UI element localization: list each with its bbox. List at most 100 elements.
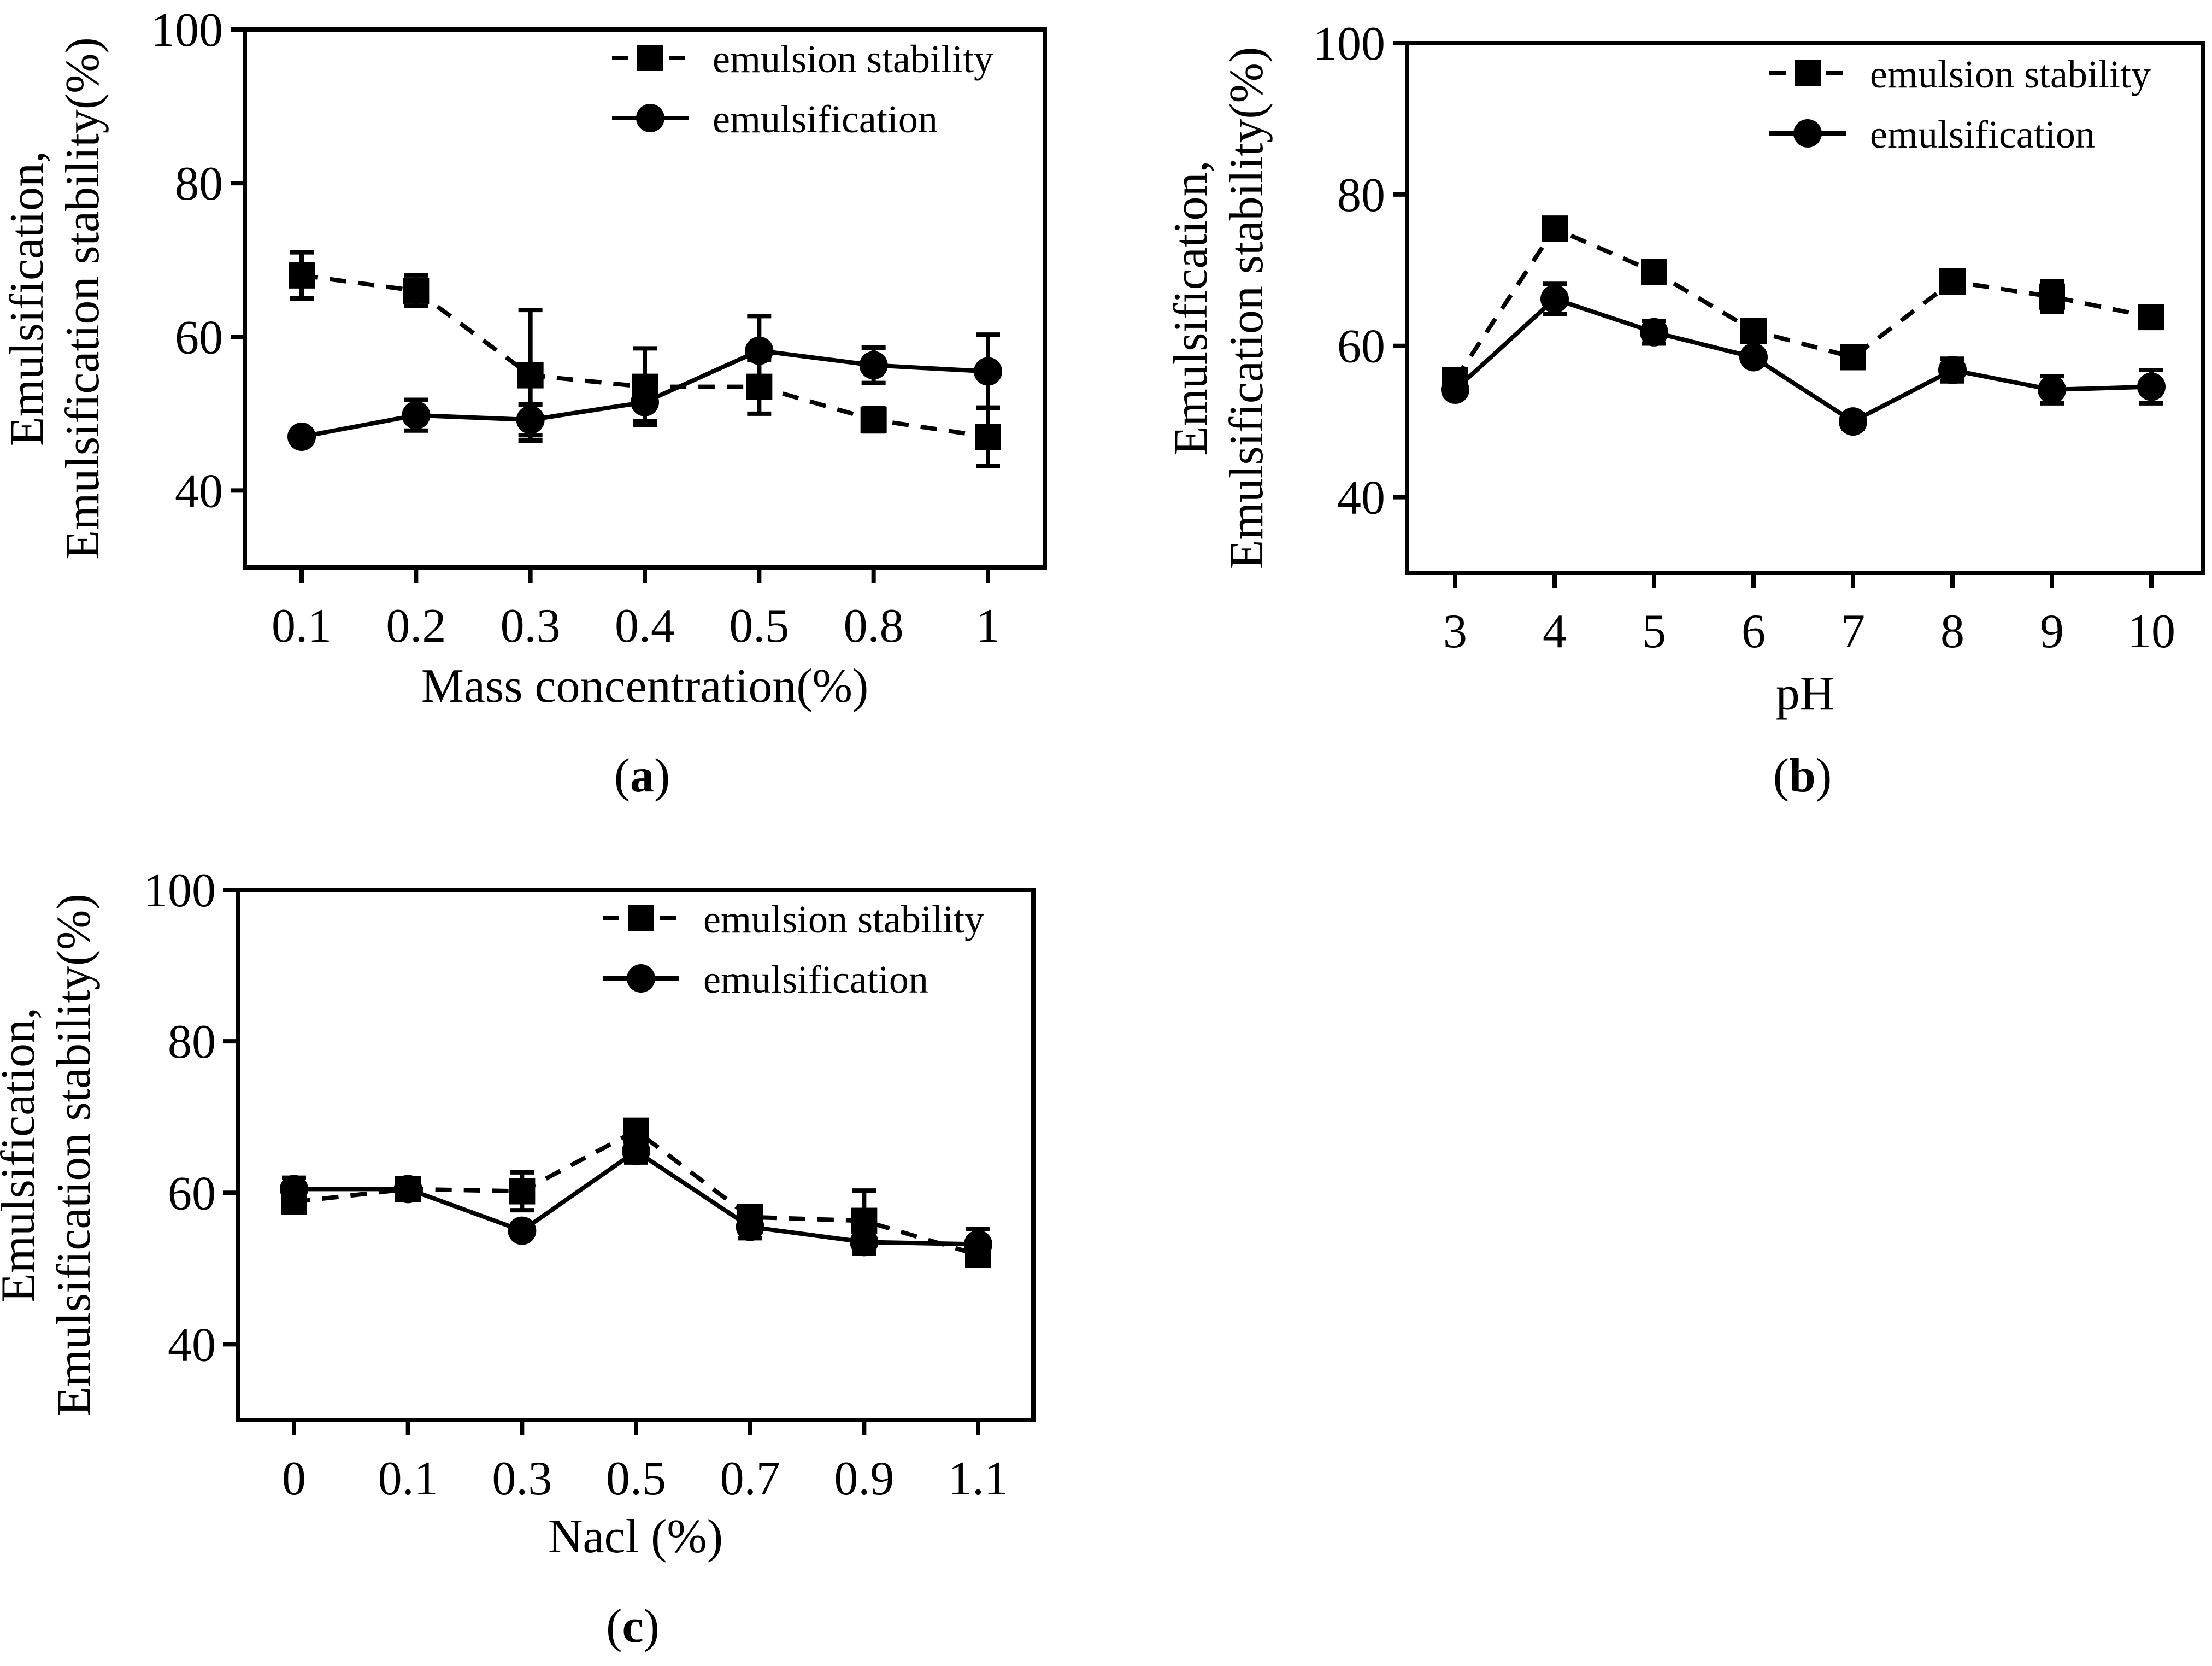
y-tick-label: 80: [1337, 169, 1385, 222]
x-tick-label: 0.9: [834, 1452, 894, 1505]
x-tick-label: 0.8: [844, 600, 904, 653]
data-point-circle: [1441, 376, 1469, 404]
y-tick-label: 60: [175, 311, 223, 364]
x-tick-label: 0.1: [378, 1452, 438, 1505]
data-point-circle: [1839, 407, 1867, 436]
data-point-circle: [1938, 356, 1967, 385]
y-tick-label: 40: [1337, 472, 1385, 525]
data-point-circle: [974, 357, 1002, 386]
data-point-square: [2039, 283, 2065, 310]
y-tick-label: 100: [151, 4, 223, 57]
x-tick-label: 4: [1543, 605, 1567, 658]
x-tick-label: 0.5: [729, 600, 789, 653]
y-axis-title-line1: Emulsification,: [0, 1007, 45, 1303]
data-point-square: [289, 262, 315, 289]
x-tick-label: 8: [1940, 605, 1964, 658]
data-point-square: [517, 362, 544, 389]
legend-marker-square: [637, 45, 663, 71]
x-tick-label: 0.3: [501, 600, 561, 653]
data-point-square: [1740, 318, 1767, 344]
legend-marker-square: [1795, 60, 1821, 86]
y-tick-label: 80: [175, 157, 223, 210]
y-axis-title-line2: Emulsification stability(%): [48, 894, 101, 1416]
legend-label: emulsification: [703, 958, 928, 1001]
legend-label: emulsion stability: [703, 897, 984, 941]
series-emulsion-stability: [1442, 215, 2164, 394]
legend-label: emulsification: [713, 97, 938, 141]
x-tick-label: 0.7: [720, 1452, 780, 1505]
x-tick-label: 0.5: [606, 1452, 666, 1505]
data-point-circle: [859, 351, 888, 380]
x-tick-label: 7: [1841, 605, 1865, 658]
legend-label: emulsification: [1870, 113, 2095, 156]
panel-label: (a): [614, 749, 670, 802]
x-tick-label: 10: [2127, 605, 2175, 658]
series-emulsification: [1441, 281, 2166, 436]
y-axis-title-line1: Emulsification,: [1, 151, 54, 446]
data-point-square: [509, 1178, 536, 1205]
chart-panel-c: 40 60 80 100 0 0.1 0.3 0.5 0.7 0.9 1.1 Nacl (%) Emul…: [0, 864, 1036, 1653]
x-tick-label: 0.1: [272, 600, 332, 653]
series-emulsion-stability: [289, 250, 1001, 468]
data-point-circle: [850, 1228, 879, 1257]
x-tick-label: 6: [1742, 605, 1766, 658]
data-point-circle: [280, 1175, 308, 1204]
x-tick-label: 0.2: [386, 600, 446, 653]
x-axis-title: pH: [1776, 667, 1835, 720]
data-point-square: [975, 424, 1001, 450]
data-point-circle: [745, 336, 774, 365]
chart-panel-a: 40 60 80 100 0.1 0.2 0.3 0.4 0.5 0.8 1 Mass concent…: [1, 4, 1047, 802]
x-tick-label: 5: [1642, 605, 1666, 658]
data-point-square: [403, 277, 430, 304]
series-emulsification: [280, 1137, 992, 1262]
x-tick-label: 9: [2040, 605, 2064, 658]
y-tick-label: 100: [1313, 17, 1385, 71]
data-point-square: [1542, 215, 1568, 242]
x-tick-label: 3: [1443, 605, 1467, 658]
series-line: [1454, 296, 2152, 424]
data-point-circle: [2038, 376, 2066, 404]
data-point-circle: [736, 1212, 764, 1241]
x-tick-label: 0.4: [615, 600, 675, 653]
y-tick-label: 40: [168, 1318, 216, 1371]
y-tick-label: 80: [168, 1016, 216, 1069]
y-axis-title-line2: Emulsification stability(%): [1220, 47, 1273, 570]
y-tick-label: 100: [144, 864, 216, 917]
panel-label: (c): [606, 1600, 660, 1653]
panel-label: (b): [1773, 749, 1832, 802]
data-point-circle: [508, 1216, 537, 1245]
legend-label: emulsion stability: [1870, 52, 2151, 96]
x-tick-label: 0.3: [492, 1452, 552, 1505]
y-axis-title-line1: Emulsification,: [1164, 160, 1217, 455]
data-point-circle: [1640, 318, 1668, 347]
data-point-circle: [1540, 284, 1569, 313]
data-point-circle: [287, 423, 316, 451]
y-tick-label: 40: [175, 465, 223, 518]
data-point-circle: [2137, 372, 2166, 401]
data-point-circle: [622, 1137, 650, 1166]
x-tick-label: 1: [976, 600, 1000, 653]
x-tick-label: 1.1: [948, 1452, 1008, 1505]
plot-frame: [1405, 41, 2205, 575]
data-point-square: [1840, 344, 1866, 371]
data-point-square: [1939, 268, 1966, 295]
x-axis-title: Nacl (%): [548, 1510, 723, 1563]
legend-marker-circle: [1793, 119, 1822, 148]
data-point-circle: [516, 406, 545, 435]
data-point-square: [2138, 304, 2164, 331]
x-tick-label: 0: [282, 1452, 306, 1505]
legend-label: emulsion stability: [713, 37, 993, 81]
y-tick-label: 60: [168, 1167, 216, 1220]
data-point-circle: [393, 1175, 422, 1204]
data-point-circle: [402, 401, 431, 430]
data-point-circle: [1739, 343, 1768, 372]
data-point-square: [1641, 259, 1667, 285]
legend-marker-square: [628, 905, 654, 931]
x-axis-title: Mass concentration(%): [421, 660, 869, 713]
data-point-circle: [631, 388, 659, 416]
legend-marker-circle: [636, 104, 664, 132]
y-tick-label: 60: [1337, 320, 1385, 373]
legend-marker-circle: [627, 964, 655, 993]
series-line: [1453, 226, 2152, 382]
